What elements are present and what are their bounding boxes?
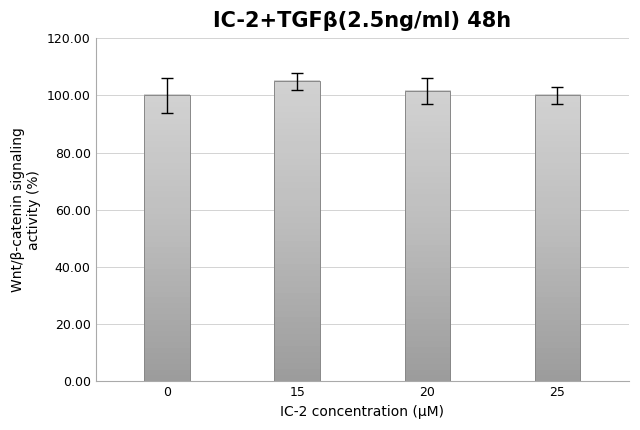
Bar [145,95,190,381]
Y-axis label: Wnt/β-catenin signaling
activity (%): Wnt/β-catenin signaling activity (%) [11,127,42,292]
X-axis label: IC-2 concentration (μM): IC-2 concentration (μM) [280,405,444,419]
Bar [275,81,320,381]
Bar [534,95,580,381]
Title: IC-2+TGFβ(2.5ng/ml) 48h: IC-2+TGFβ(2.5ng/ml) 48h [213,11,511,31]
Bar [404,91,450,381]
